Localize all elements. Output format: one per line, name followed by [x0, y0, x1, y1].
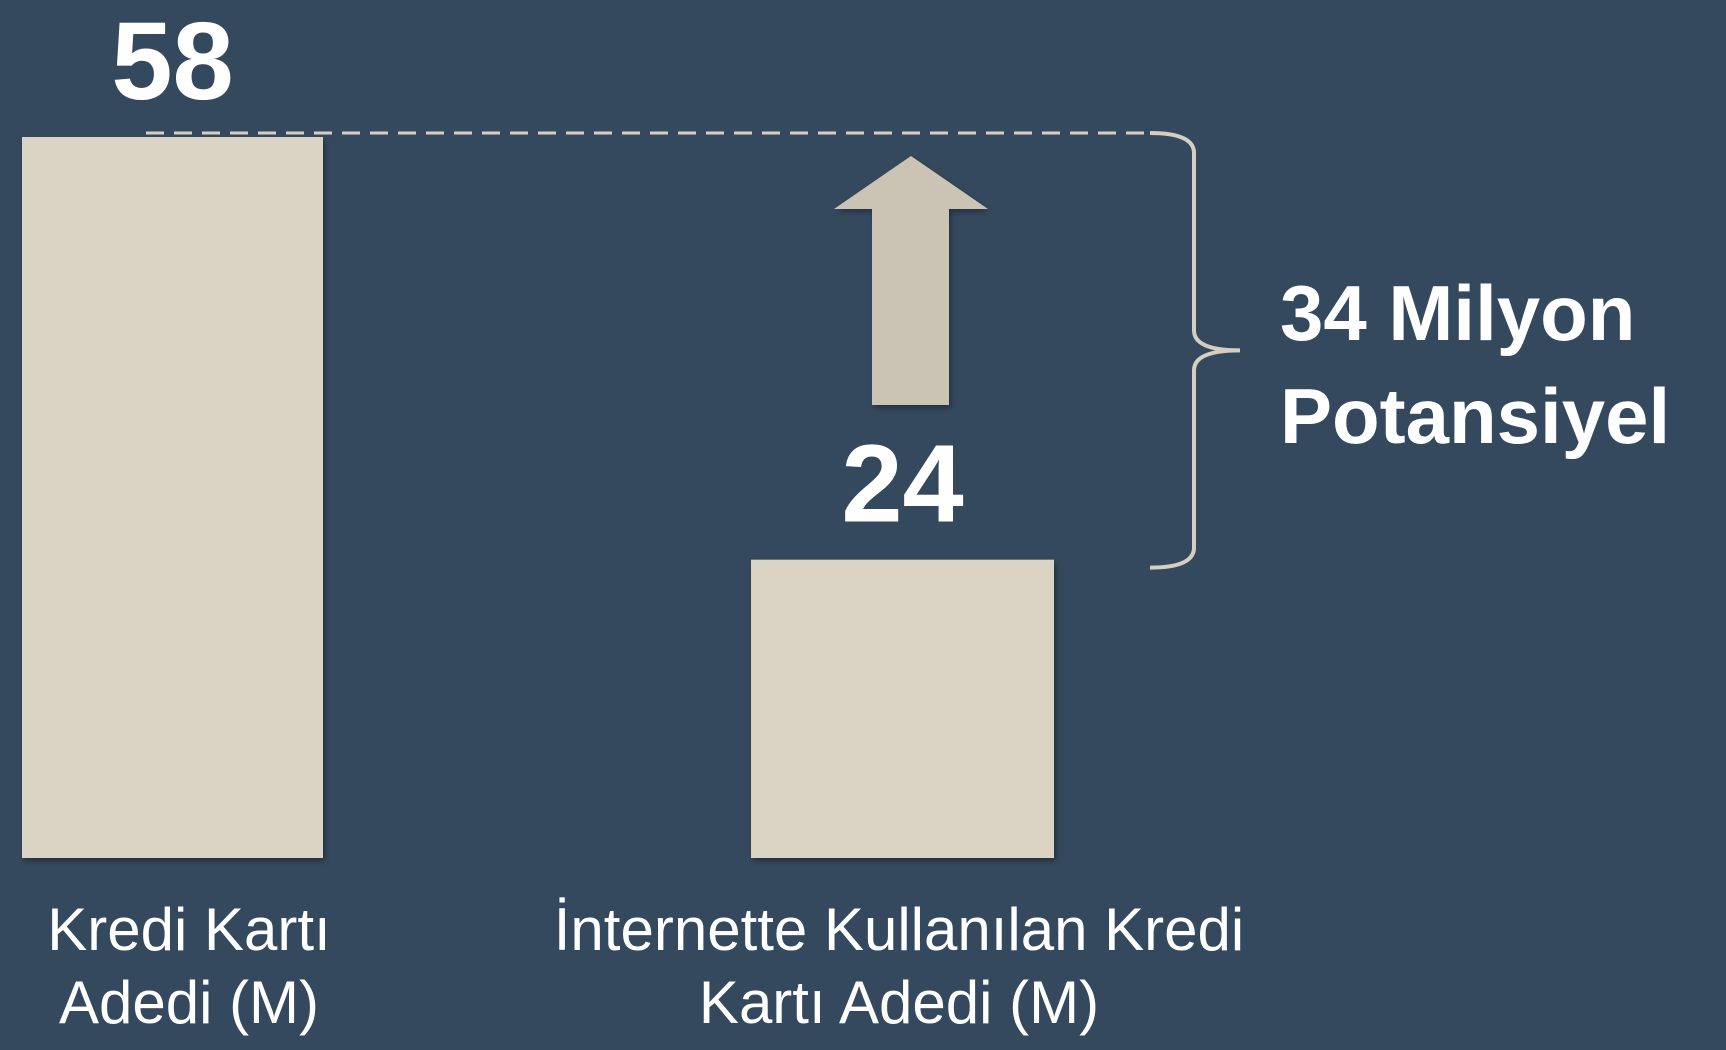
- annotation: 34 Milyon Potansiyel: [1280, 269, 1671, 460]
- bar: [22, 137, 323, 858]
- arrow: [834, 156, 988, 405]
- category-label: İnternette Kullanılan Kredi Kartı Adedi …: [553, 896, 1245, 1036]
- bar: [751, 559, 1054, 858]
- category-label: Kredi Kartı Adedi (M): [47, 896, 331, 1036]
- value-label: 24: [841, 423, 963, 546]
- value-label: 58: [111, 0, 233, 123]
- brace: [1149, 131, 1241, 570]
